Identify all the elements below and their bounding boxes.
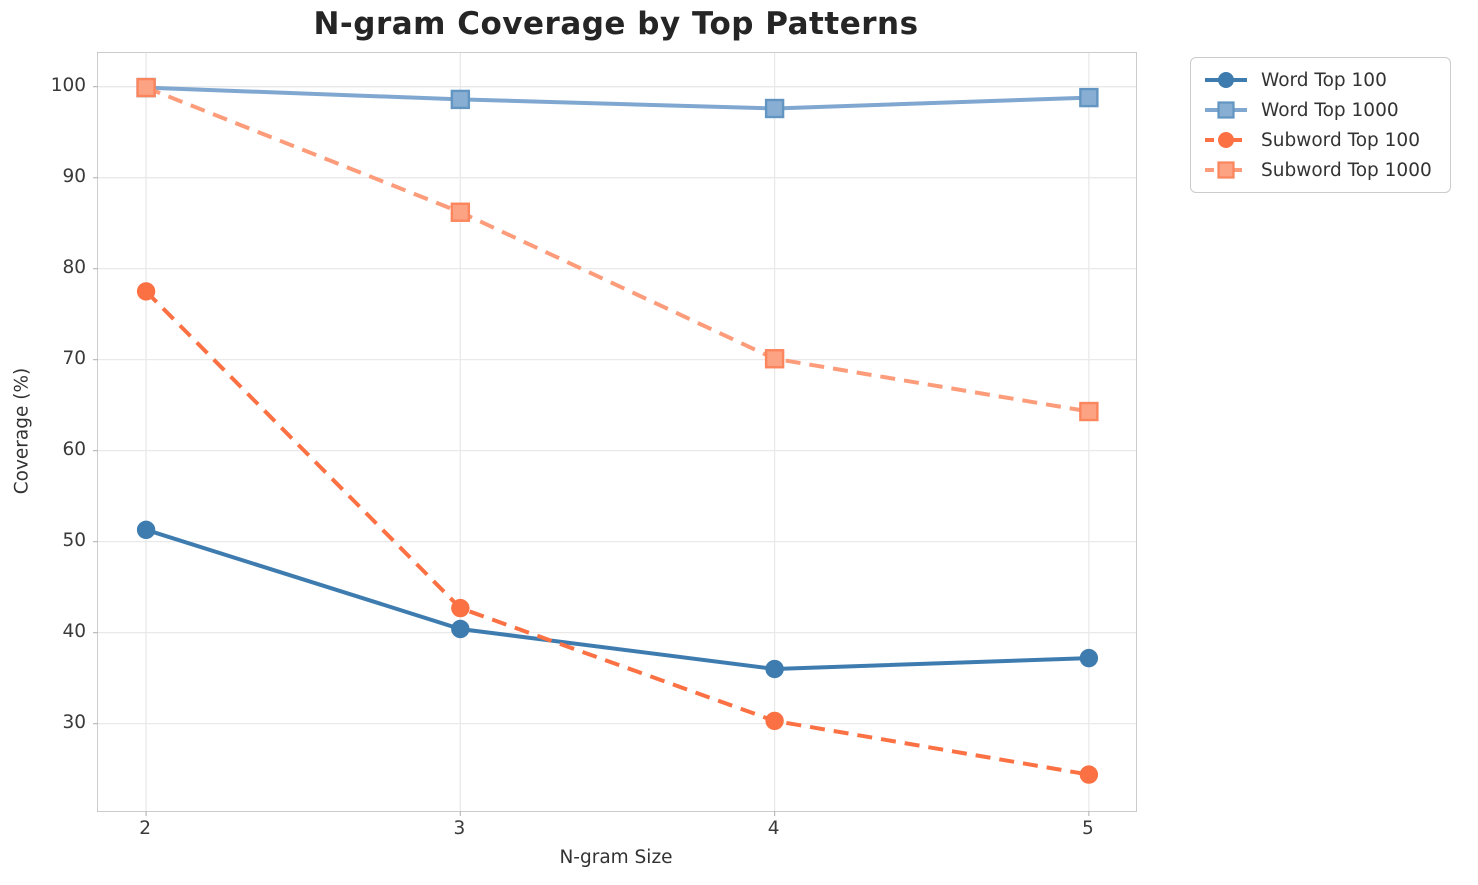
data-point-marker	[136, 520, 156, 540]
gridlines	[93, 53, 1136, 816]
data-point-marker	[136, 77, 156, 98]
y-tick-label: 80	[62, 256, 86, 278]
series-subword-top-100	[136, 282, 1099, 784]
data-point-marker	[1079, 765, 1099, 784]
series-line	[144, 289, 1090, 777]
series-word-top-1000	[136, 77, 1099, 119]
data-point-marker	[136, 282, 156, 301]
x-axis-label: N-gram Size	[559, 847, 673, 868]
series-line	[145, 85, 1090, 414]
y-tick-label: 70	[62, 347, 86, 369]
series-line	[146, 85, 1089, 111]
legend-marker	[1217, 101, 1235, 119]
legend-item-word-top-100: Word Top 100	[1203, 69, 1432, 91]
plot-area-svg	[93, 53, 1136, 816]
series-word-top-100	[136, 520, 1099, 679]
x-tick-label: 4	[767, 818, 780, 839]
data-point-marker	[1079, 648, 1099, 668]
data-point-marker	[764, 349, 785, 369]
y-tick-label: 60	[62, 438, 86, 460]
y-axis-label: Coverage (%)	[11, 367, 33, 495]
legend-square-marker-icon	[1205, 101, 1247, 119]
legend-square-marker-icon	[1205, 161, 1247, 179]
chart-title: N-gram Coverage by Top Patterns	[313, 6, 919, 42]
legend-label: Subword Top 1000	[1261, 159, 1432, 181]
legend-circle-marker-icon	[1205, 132, 1247, 148]
data-point-marker	[450, 89, 471, 110]
y-tick-label: 50	[62, 529, 86, 551]
legend-item-subword-top-1000: Subword Top 1000	[1203, 159, 1432, 181]
series-line	[145, 527, 1089, 672]
legend-label: Word Top 100	[1261, 69, 1387, 91]
data-point-marker	[1079, 401, 1099, 422]
series-subword-top-1000	[136, 77, 1099, 422]
legend-label: Word Top 1000	[1261, 99, 1399, 121]
plot-area	[93, 52, 1137, 816]
legend-marker	[1218, 132, 1234, 148]
data-point-marker	[1079, 87, 1099, 108]
legend-item-word-top-1000: Word Top 1000	[1203, 99, 1432, 121]
x-tick-label: 5	[1081, 818, 1094, 839]
x-tick-label: 3	[453, 818, 466, 839]
y-tick-label: 90	[62, 165, 86, 187]
legend: Word Top 100 Word Top 1000 Subword Top 100…	[1190, 57, 1451, 193]
data-point-marker	[765, 659, 784, 679]
legend-circle-marker-icon	[1205, 72, 1247, 88]
y-tick-label: 30	[62, 711, 86, 733]
data-point-marker	[451, 598, 470, 618]
y-tick-label: 100	[50, 74, 86, 96]
data-point-marker	[451, 619, 470, 639]
legend-label: Subword Top 100	[1261, 129, 1420, 151]
x-tick-label: 2	[139, 818, 151, 839]
legend-item-subword-top-100: Subword Top 100	[1203, 129, 1432, 151]
legend-marker	[1218, 72, 1234, 88]
legend-marker	[1217, 161, 1235, 179]
data-point-marker	[450, 202, 471, 222]
data-point-marker	[764, 98, 785, 119]
data-point-marker	[765, 711, 784, 731]
y-tick-label: 40	[62, 620, 86, 642]
